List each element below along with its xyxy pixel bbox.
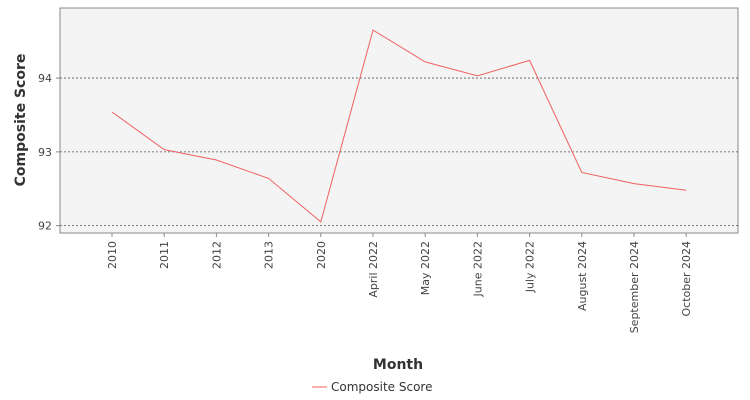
x-tick-label-9: August 2024 — [576, 241, 589, 311]
x-axis-ticks: 2010 2011 2012 2013 2020 April 2022 May 2022 Ju… — [106, 233, 693, 333]
x-tick-label-11: October 2024 — [680, 241, 693, 317]
x-tick-label-10: September 2024 — [628, 241, 641, 333]
series-lines — [111, 29, 687, 223]
x-tick-label-0: 2010 — [106, 241, 119, 269]
y-tick-label-0: 92 — [38, 220, 52, 233]
legend-label: Composite Score — [331, 380, 432, 394]
x-tick-label-3: 2013 — [263, 241, 276, 269]
y-axis-ticks: 92 93 94 — [38, 72, 60, 233]
x-tick-label-4: 2020 — [315, 241, 328, 269]
x-tick-label-1: 2011 — [158, 241, 171, 269]
y-axis-title: Composite Score — [13, 54, 29, 187]
x-tick-label-6: May 2022 — [419, 241, 432, 295]
x-tick-label-8: July 2022 — [524, 241, 537, 293]
x-axis-title: Month — [373, 357, 423, 373]
y-tick-label-1: 93 — [38, 146, 52, 159]
x-tick-label-2: 2012 — [210, 241, 223, 269]
legend: Composite Score — [312, 380, 432, 394]
x-tick-label-5: April 2022 — [367, 241, 380, 298]
series-line-0 — [111, 29, 687, 223]
x-tick-label-7: June 2022 — [471, 241, 484, 297]
y-tick-label-2: 94 — [38, 72, 52, 85]
plot-area — [59, 7, 739, 234]
